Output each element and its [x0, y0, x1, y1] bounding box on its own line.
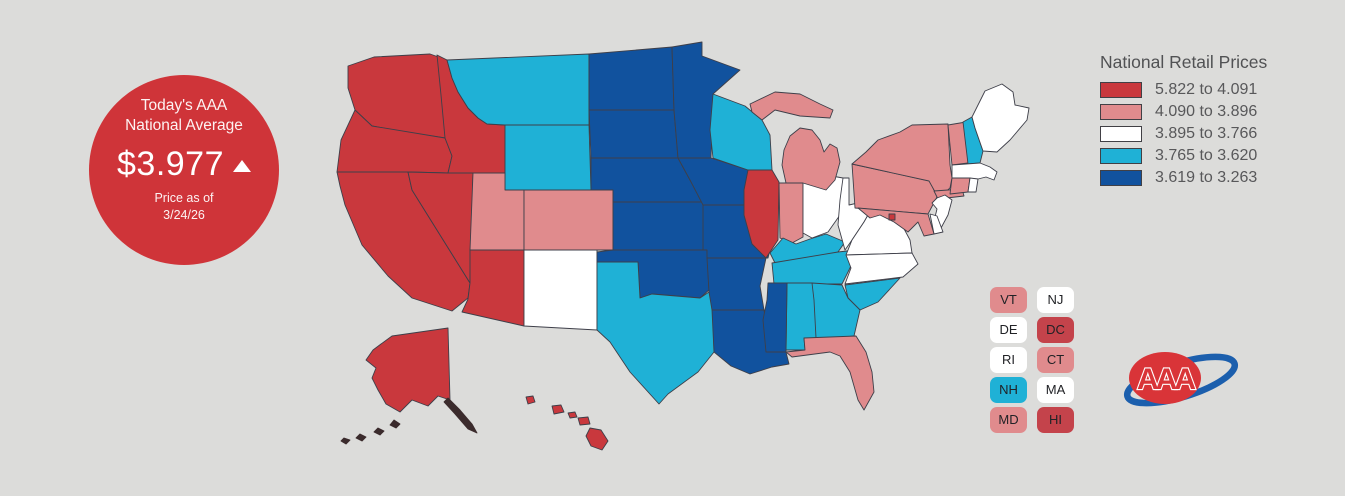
legend-row: 3.619 to 3.263 [1100, 170, 1267, 186]
state-AK-aleutian-2[interactable] [373, 427, 385, 436]
national-average-badge: Today's AAA National Average $3.977 Pric… [89, 75, 279, 265]
state-box-NJ[interactable]: NJ [1037, 287, 1074, 313]
state-MA[interactable] [951, 162, 998, 181]
aaa-logo-oval [1129, 352, 1201, 404]
state-HI-hawaii[interactable] [585, 427, 609, 451]
state-box-DC[interactable]: DC [1037, 317, 1074, 343]
state-NC[interactable] [844, 252, 919, 285]
state-AK-aleutian-1[interactable] [389, 419, 401, 429]
state-MI[interactable] [781, 127, 841, 191]
state-DC[interactable] [888, 213, 896, 221]
state-AK[interactable] [365, 327, 451, 413]
state-HI-molokai[interactable] [567, 411, 578, 419]
legend-label: 3.765 to 3.620 [1155, 147, 1258, 164]
legend-items: 5.822 to 4.091 4.090 to 3.896 3.895 to 3.7… [1100, 82, 1267, 186]
state-AK-panhandle[interactable] [443, 397, 478, 434]
small-state-boxes: VT NJ DE DC RI CT NH MA MD HI [990, 287, 1074, 433]
state-MD[interactable] [857, 207, 935, 237]
state-MS[interactable] [762, 282, 788, 353]
price-legend: National Retail Prices 5.822 to 4.091 4.0… [1100, 52, 1267, 192]
badge-note-date: 3/24/26 [163, 208, 205, 222]
state-WY[interactable] [504, 124, 592, 191]
legend-label: 5.822 to 4.091 [1155, 81, 1258, 98]
state-KS[interactable] [612, 201, 708, 251]
state-AK-aleutian-3[interactable] [355, 433, 367, 442]
state-box-DE[interactable]: DE [990, 317, 1027, 343]
legend-swatch-salmon [1100, 104, 1142, 120]
state-SC[interactable] [844, 277, 901, 311]
state-HI-kauai[interactable] [525, 395, 536, 405]
badge-price-row: $3.977 [89, 145, 279, 184]
badge-title-line1: Today's AAA [140, 97, 228, 114]
legend-swatch-red [1100, 82, 1142, 98]
state-IL[interactable] [743, 169, 780, 259]
aaa-logo: AAA [1123, 352, 1239, 407]
legend-label: 3.895 to 3.766 [1155, 125, 1258, 142]
state-MI-UP[interactable] [749, 91, 834, 121]
state-SD[interactable] [588, 109, 679, 159]
state-AR[interactable] [706, 257, 767, 311]
state-AZ[interactable] [461, 249, 525, 327]
state-box-NH[interactable]: NH [990, 377, 1027, 403]
badge-note-line1: Price as of [154, 191, 214, 205]
trend-up-icon [233, 160, 251, 172]
legend-swatch-lightblue [1100, 148, 1142, 164]
state-box-HI[interactable]: HI [1037, 407, 1074, 433]
state-CO[interactable] [523, 189, 614, 251]
badge-title-line2: National Average [125, 117, 243, 134]
state-ME[interactable] [971, 83, 1030, 153]
state-NM[interactable] [523, 249, 598, 331]
state-HI-oahu[interactable] [551, 404, 565, 415]
aaa-logo-text: AAA [1137, 363, 1195, 396]
legend-row: 4.090 to 3.896 [1100, 104, 1267, 120]
legend-swatch-white [1100, 126, 1142, 142]
state-RI[interactable] [967, 177, 979, 193]
state-box-MD[interactable]: MD [990, 407, 1027, 433]
legend-row: 3.895 to 3.766 [1100, 126, 1267, 142]
state-IN[interactable] [778, 182, 804, 244]
legend-title: National Retail Prices [1100, 52, 1268, 72]
state-FL[interactable] [785, 335, 875, 411]
legend-row: 3.765 to 3.620 [1100, 148, 1267, 164]
legend-row: 5.822 to 4.091 [1100, 82, 1267, 98]
state-CT[interactable] [949, 177, 971, 195]
state-box-RI[interactable]: RI [990, 347, 1027, 373]
legend-label: 3.619 to 3.263 [1155, 169, 1258, 186]
state-box-MA[interactable]: MA [1037, 377, 1074, 403]
state-DE[interactable] [929, 213, 944, 235]
national-average-price: $3.977 [117, 145, 224, 183]
state-box-CT[interactable]: CT [1037, 347, 1074, 373]
state-ND[interactable] [588, 46, 675, 111]
legend-swatch-darkblue [1100, 170, 1142, 186]
state-AK-aleutian-4[interactable] [340, 437, 351, 445]
state-HI-maui[interactable] [577, 416, 591, 426]
legend-label: 4.090 to 3.896 [1155, 103, 1258, 120]
state-box-VT[interactable]: VT [990, 287, 1027, 313]
